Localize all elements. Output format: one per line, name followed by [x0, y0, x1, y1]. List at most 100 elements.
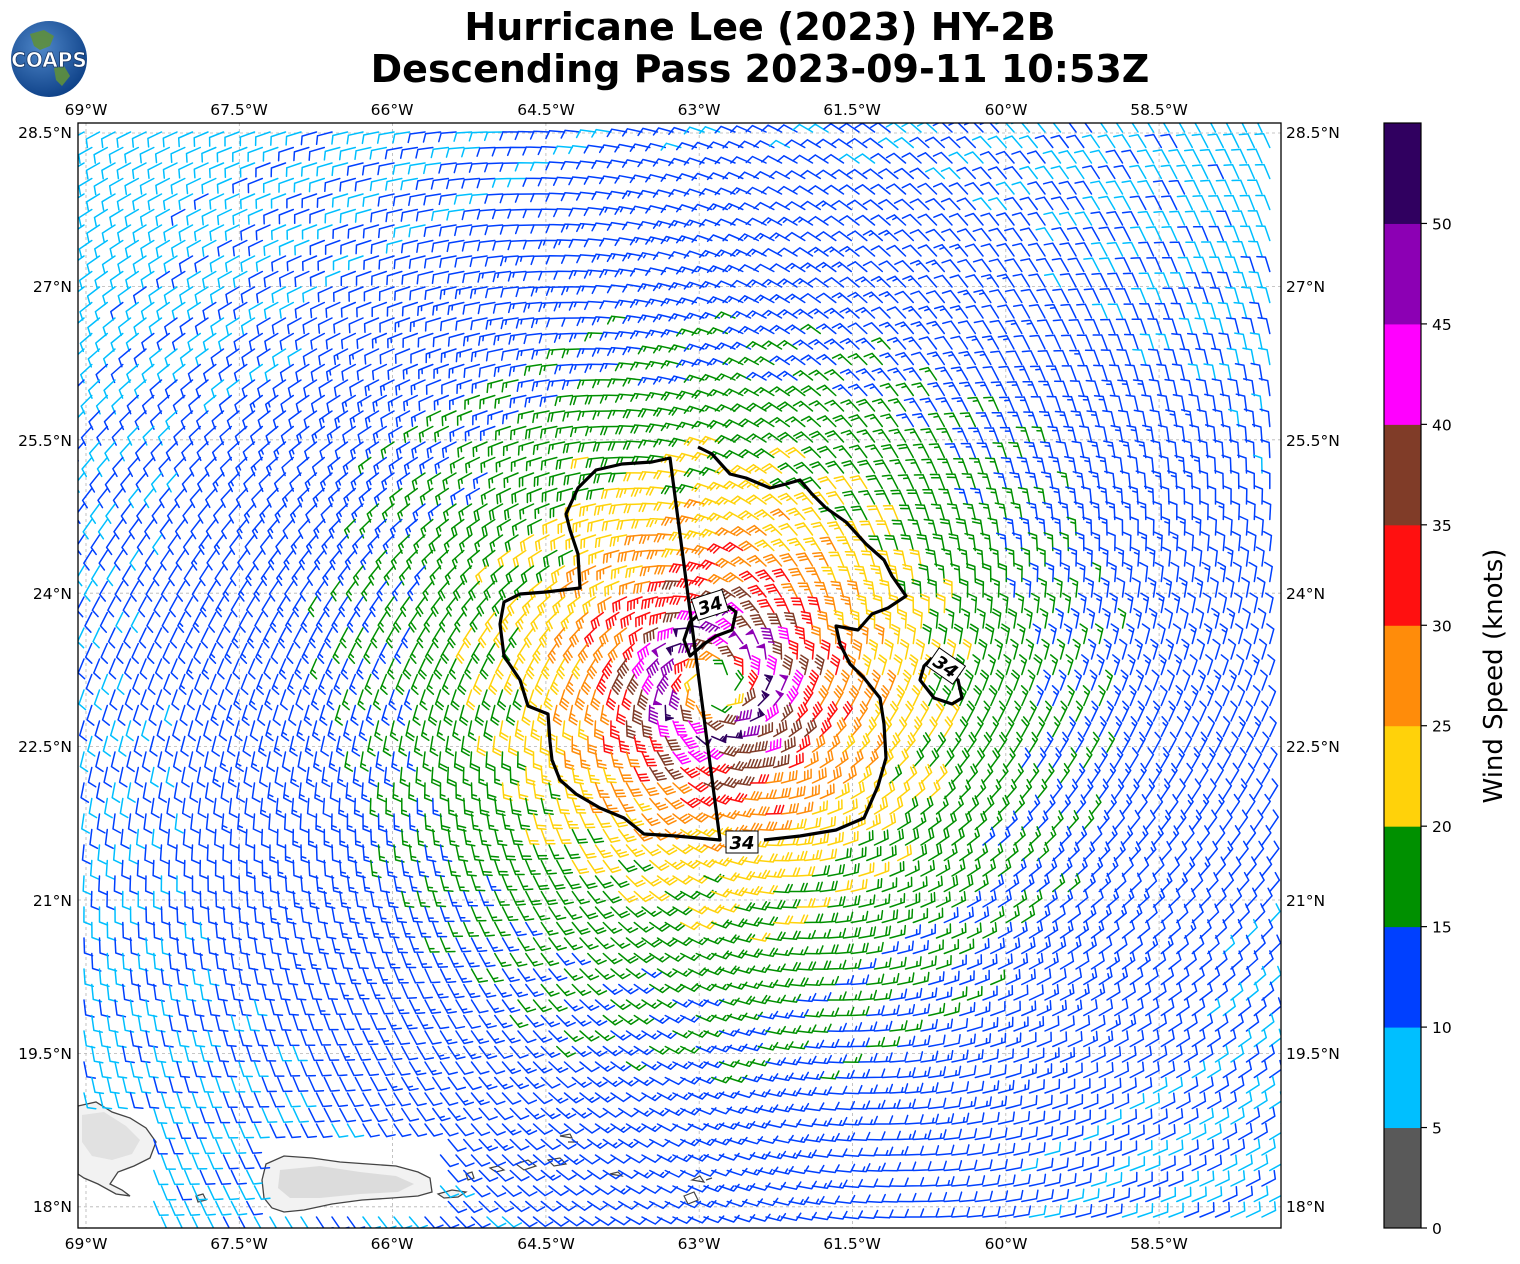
wind-barb	[880, 413, 899, 428]
wind-barb	[424, 286, 442, 301]
wind-barb	[980, 243, 1000, 257]
wind-barb	[847, 383, 868, 397]
wind-barb	[846, 137, 868, 149]
wind-barb	[201, 208, 217, 226]
wind-barb	[957, 258, 977, 273]
wind-barb	[862, 291, 884, 304]
wind-barb	[563, 472, 581, 486]
wind-barb	[247, 177, 264, 194]
wind-barb	[1097, 165, 1116, 180]
wind-barb	[1053, 380, 1070, 397]
wind-barb	[1202, 302, 1217, 319]
wind-barb	[1178, 287, 1194, 304]
wind-barb	[447, 301, 465, 316]
wind-barb	[173, 425, 186, 446]
wind-barb	[493, 332, 512, 346]
wind-barb	[430, 146, 450, 159]
wind-barb	[171, 301, 186, 320]
wind-barb	[991, 411, 1008, 428]
wind-barb	[164, 348, 178, 368]
wind-barb	[258, 472, 271, 493]
wind-barb	[1100, 349, 1116, 366]
wind-barb	[1210, 347, 1225, 366]
wind-barb	[784, 324, 806, 335]
wind-barb	[270, 193, 287, 209]
wind-barb	[317, 317, 333, 334]
wind-barb	[1211, 378, 1225, 397]
wind-barb	[607, 409, 628, 420]
wind-barb	[1076, 334, 1093, 350]
wind-barb	[385, 177, 403, 191]
wind-barb	[210, 317, 225, 336]
wind-barb	[902, 275, 922, 288]
wind-barb	[518, 472, 535, 488]
wind-barb	[606, 253, 628, 263]
wind-barb	[1034, 165, 1054, 180]
wind-barb	[309, 301, 326, 319]
wind-barb	[517, 441, 535, 456]
wind-barb	[239, 162, 256, 178]
wind-barb	[1014, 396, 1031, 412]
wind-barb	[792, 370, 814, 381]
wind-barb	[839, 307, 860, 319]
wind-barb	[508, 332, 527, 345]
wind-barb	[522, 270, 543, 282]
wind-barb	[903, 367, 922, 381]
wind-barb	[776, 339, 798, 350]
wind-barb	[355, 270, 372, 286]
wind-barb	[825, 460, 845, 474]
wind-barb	[541, 487, 558, 503]
wind-barb	[155, 270, 171, 289]
wind-barb	[925, 290, 946, 304]
wind-barb	[491, 208, 512, 220]
wind-barb	[116, 162, 132, 180]
wind-barb	[784, 262, 806, 273]
wind-barb	[531, 348, 550, 360]
wind-barb	[1069, 380, 1085, 397]
wind-barb	[722, 419, 744, 429]
wind-barb	[85, 131, 101, 149]
wind-barb	[599, 300, 620, 310]
wind-barb	[209, 193, 225, 210]
wind-barb	[395, 441, 411, 459]
wind-barb	[370, 270, 388, 286]
wind-barb	[614, 206, 636, 215]
wind-barb	[918, 305, 938, 319]
wind-barb	[983, 396, 1000, 412]
wind-barb	[926, 320, 946, 335]
wind-barb	[522, 239, 543, 250]
wind-barb	[761, 401, 783, 412]
wind-barb	[776, 247, 798, 257]
wind-barb	[1084, 349, 1101, 366]
wind-barb	[341, 394, 357, 413]
wind-barb	[140, 239, 155, 258]
wind-barb	[462, 301, 481, 315]
wind-barb	[753, 448, 775, 459]
wind-barb	[333, 379, 349, 397]
wind-barb	[255, 162, 271, 178]
wind-barb	[730, 218, 752, 226]
wind-barb	[706, 389, 729, 397]
wind-barb	[1222, 133, 1240, 149]
wind-barb	[933, 305, 953, 319]
wind-barb	[1091, 272, 1108, 288]
wind-barb	[332, 255, 349, 271]
wind-barb	[263, 270, 279, 288]
wind-barb	[85, 193, 101, 211]
wind-barb	[965, 304, 984, 319]
wind-barb	[592, 410, 612, 420]
wind-barb	[173, 456, 186, 477]
wind-barb	[415, 208, 434, 222]
wind-barb	[973, 289, 992, 304]
wind-barb	[956, 197, 977, 211]
wind-barb	[614, 143, 636, 153]
wind-barb	[800, 293, 822, 304]
wind-barb	[879, 382, 899, 397]
wind-barb	[418, 425, 434, 443]
wind-barb	[951, 396, 969, 412]
wind-barb	[1142, 455, 1155, 474]
wind-barb	[1133, 409, 1147, 428]
wind-barb	[101, 255, 116, 274]
wind-barb	[1238, 133, 1256, 149]
wind-barb	[645, 298, 667, 308]
